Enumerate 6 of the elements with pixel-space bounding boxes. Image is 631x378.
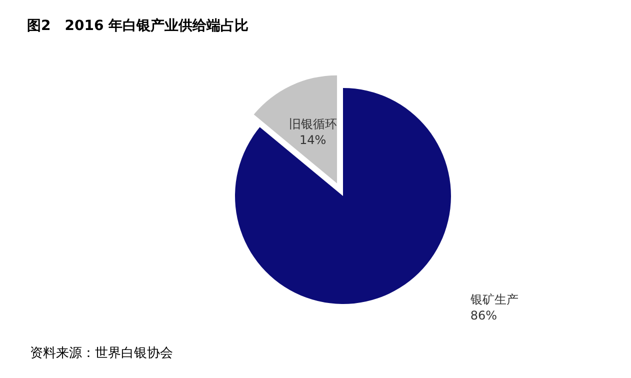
text: 资料来源：世界白银协会 <box>30 346 173 361</box>
slice-label: 银矿生产 <box>469 292 518 306</box>
slice-label: 旧银循环 <box>288 116 337 131</box>
chart-title: 图2 2016 年白银产业供给端占比 <box>27 17 249 34</box>
data-label: 14% <box>299 132 326 147</box>
data-label: 86% <box>470 308 498 322</box>
